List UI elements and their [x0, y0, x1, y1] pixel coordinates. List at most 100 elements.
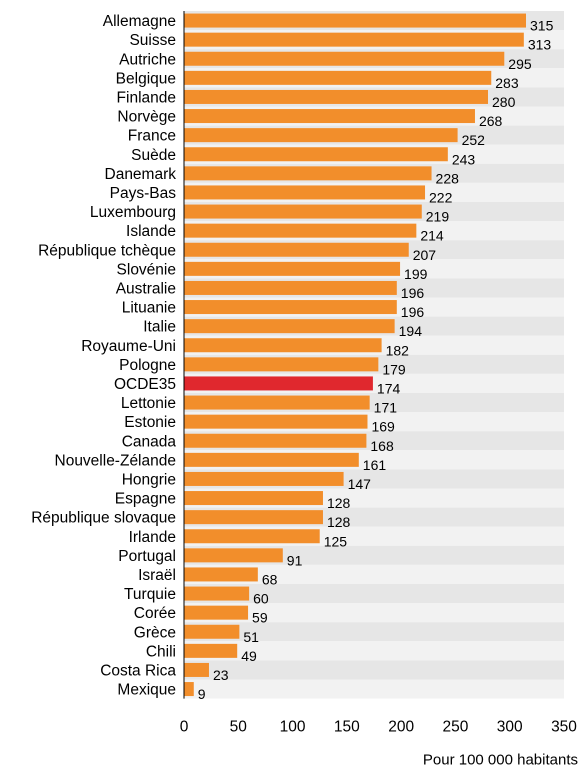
- bar: [184, 89, 488, 104]
- value-label: 252: [462, 132, 486, 148]
- category-label: Luxembourg: [90, 204, 176, 221]
- category-label: Norvège: [117, 109, 176, 126]
- category-label: Suisse: [129, 32, 176, 49]
- bar: [184, 300, 397, 315]
- x-tick-label: 250: [442, 719, 468, 736]
- value-label: 147: [348, 476, 372, 492]
- category-label: Grèce: [134, 624, 176, 641]
- value-label: 49: [241, 648, 257, 664]
- bar: [184, 185, 426, 200]
- value-label: 9: [198, 686, 206, 702]
- bar: [184, 109, 475, 124]
- row-band: [184, 622, 564, 642]
- category-label: Pologne: [119, 357, 176, 374]
- value-label: 51: [243, 629, 259, 645]
- category-label: Hongrie: [122, 471, 176, 488]
- bar: [184, 471, 344, 486]
- value-label: 214: [420, 228, 444, 244]
- bar: [184, 147, 448, 162]
- value-label: 280: [492, 94, 516, 110]
- value-label: 91: [287, 552, 303, 568]
- x-tick-label: 100: [280, 719, 306, 736]
- category-label: République tchèque: [38, 242, 176, 259]
- bar: [184, 357, 379, 372]
- value-label: 243: [452, 151, 476, 167]
- value-label: 169: [371, 419, 395, 435]
- bar: [184, 32, 524, 47]
- bar: [184, 662, 209, 677]
- category-label: Israël: [138, 567, 176, 584]
- value-label: 196: [401, 304, 425, 320]
- bar: [184, 166, 432, 181]
- x-tick-label: 300: [497, 719, 523, 736]
- bar: [184, 586, 250, 601]
- bar: [184, 128, 458, 143]
- value-label: 182: [386, 342, 410, 358]
- bar: [184, 223, 417, 238]
- bar: [184, 13, 526, 28]
- value-label: 23: [213, 667, 229, 683]
- category-label: Espagne: [115, 491, 176, 508]
- category-label: Irlande: [129, 529, 176, 546]
- category-label: Allemagne: [103, 13, 176, 30]
- bar: [184, 643, 238, 658]
- category-label: Portugal: [118, 548, 176, 565]
- bar: [184, 242, 409, 257]
- value-label: 60: [253, 591, 269, 607]
- value-label: 219: [426, 209, 450, 225]
- bar: [184, 529, 320, 544]
- row-band: [184, 660, 564, 680]
- category-label: Lituanie: [122, 300, 176, 317]
- value-label: 196: [401, 285, 425, 301]
- row-band: [184, 679, 564, 699]
- row-band: [184, 603, 564, 623]
- bar: [184, 204, 422, 219]
- value-label: 59: [252, 610, 268, 626]
- category-label: OCDE35: [114, 376, 176, 393]
- category-label: France: [128, 128, 176, 145]
- category-label: Belgique: [116, 70, 176, 87]
- x-tick-label: 0: [180, 719, 189, 736]
- value-label: 207: [413, 247, 437, 263]
- category-label: Estonie: [124, 414, 176, 431]
- x-tick-label: 150: [334, 719, 360, 736]
- value-label: 171: [374, 400, 398, 416]
- bar: [184, 433, 367, 448]
- bar: [184, 51, 505, 66]
- value-label: 313: [528, 37, 552, 53]
- value-label: 125: [324, 533, 348, 549]
- value-label: 268: [479, 113, 503, 129]
- bar: [184, 261, 401, 276]
- value-label: 295: [508, 56, 532, 72]
- value-label: 128: [327, 495, 351, 511]
- x-tick-label: 50: [230, 719, 248, 736]
- category-label: Corée: [134, 605, 176, 622]
- x-tick-label: 200: [388, 719, 414, 736]
- bar-highlight: [184, 376, 373, 391]
- value-label: 179: [382, 361, 406, 377]
- value-label: 128: [327, 514, 351, 530]
- category-label: Slovénie: [117, 261, 176, 278]
- value-label: 228: [436, 170, 460, 186]
- category-label: Chili: [146, 643, 176, 660]
- bar: [184, 605, 249, 620]
- category-label: Pays-Bas: [110, 185, 177, 202]
- category-label: Islande: [126, 223, 176, 240]
- category-label: Finlande: [117, 89, 176, 106]
- category-label: République slovaque: [31, 510, 176, 527]
- value-label: 315: [530, 18, 554, 34]
- category-label: Canada: [122, 433, 177, 450]
- category-label: Nouvelle-Zélande: [55, 452, 177, 469]
- value-label: 168: [370, 438, 394, 454]
- x-axis-title: Pour 100 000 habitants: [423, 752, 578, 768]
- bar: [184, 395, 370, 410]
- category-label: Autriche: [119, 51, 176, 68]
- value-label: 283: [495, 75, 519, 91]
- category-label: Mexique: [117, 682, 176, 699]
- bar: [184, 280, 397, 295]
- bar: [184, 414, 368, 429]
- bar: [184, 624, 240, 639]
- x-tick-label: 350: [551, 719, 577, 736]
